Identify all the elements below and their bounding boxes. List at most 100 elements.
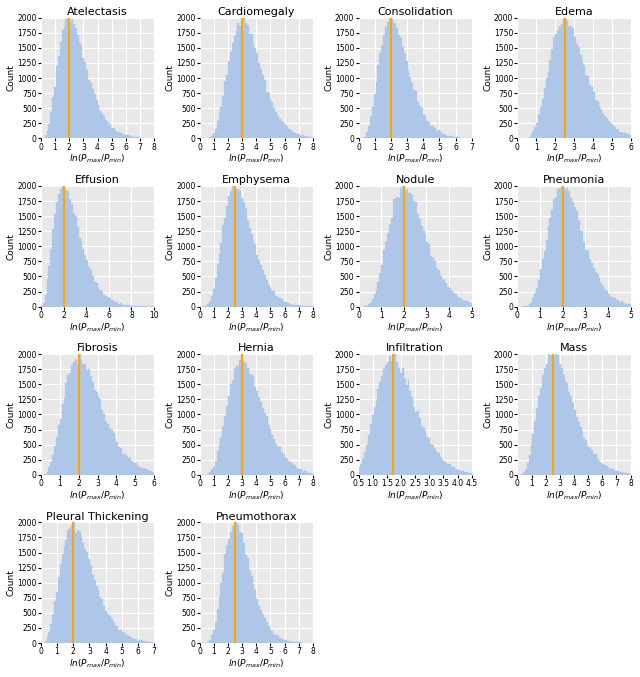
Bar <box>294 133 296 138</box>
Bar <box>73 24 75 138</box>
Bar <box>303 471 305 475</box>
Bar <box>606 291 608 307</box>
Bar <box>544 368 546 475</box>
Bar <box>368 305 370 307</box>
Bar <box>268 93 269 138</box>
Title: Mass: Mass <box>560 343 588 353</box>
Title: Pneumonia: Pneumonia <box>543 175 605 185</box>
Y-axis label: Count: Count <box>324 233 333 260</box>
Bar <box>84 255 86 307</box>
Bar <box>593 268 595 307</box>
Bar <box>303 137 305 138</box>
Bar <box>582 61 584 138</box>
Bar <box>525 469 527 475</box>
Bar <box>58 425 60 475</box>
Bar <box>553 198 555 307</box>
Bar <box>595 271 596 307</box>
Bar <box>598 106 600 138</box>
Bar <box>128 636 130 643</box>
Bar <box>563 188 564 307</box>
Bar <box>586 441 587 475</box>
Bar <box>220 437 222 475</box>
Bar <box>440 457 442 475</box>
Bar <box>584 242 586 307</box>
Bar <box>432 445 434 475</box>
Bar <box>273 290 275 307</box>
Bar <box>213 630 215 643</box>
Bar <box>258 63 260 138</box>
Bar <box>285 125 287 138</box>
Bar <box>444 280 445 307</box>
Bar <box>126 635 128 643</box>
Bar <box>591 263 593 307</box>
Bar <box>296 468 298 475</box>
Bar <box>610 123 612 138</box>
Bar <box>56 202 58 307</box>
Bar <box>449 288 451 307</box>
Bar <box>63 399 65 475</box>
Bar <box>99 290 101 307</box>
Bar <box>105 120 107 138</box>
Bar <box>253 241 255 307</box>
Bar <box>620 131 621 138</box>
Bar <box>428 244 430 307</box>
Bar <box>285 640 287 643</box>
Bar <box>557 355 559 475</box>
X-axis label: $ln(P_{max}/P_{min})$: $ln(P_{max}/P_{min})$ <box>546 489 602 502</box>
Bar <box>563 376 564 475</box>
Bar <box>99 399 101 475</box>
Bar <box>71 525 73 643</box>
Bar <box>412 196 413 307</box>
Bar <box>531 134 532 138</box>
Bar <box>398 368 400 475</box>
Bar <box>464 301 466 307</box>
Bar <box>145 468 147 475</box>
Bar <box>627 473 628 475</box>
Bar <box>213 133 215 138</box>
Bar <box>260 69 262 138</box>
Bar <box>107 123 109 138</box>
Bar <box>95 586 97 643</box>
Bar <box>378 282 380 307</box>
Bar <box>90 565 92 643</box>
Bar <box>226 546 228 643</box>
Bar <box>285 458 287 475</box>
Bar <box>408 71 410 138</box>
Bar <box>222 96 224 138</box>
Bar <box>130 137 131 138</box>
Bar <box>147 470 148 475</box>
Bar <box>587 445 589 475</box>
Bar <box>137 306 139 307</box>
Bar <box>81 45 83 138</box>
Bar <box>97 395 99 475</box>
Bar <box>88 369 90 475</box>
Bar <box>604 465 606 475</box>
Bar <box>257 53 258 138</box>
Bar <box>54 601 56 643</box>
Bar <box>269 629 271 643</box>
Bar <box>368 126 370 138</box>
Bar <box>548 226 549 307</box>
Bar <box>220 583 222 643</box>
Bar <box>408 193 410 307</box>
Bar <box>95 100 97 138</box>
Bar <box>118 630 120 643</box>
Bar <box>279 118 281 138</box>
Bar <box>468 302 470 307</box>
Bar <box>410 193 412 307</box>
Title: Pneumothorax: Pneumothorax <box>216 512 297 521</box>
Bar <box>95 391 97 475</box>
Bar <box>43 303 45 307</box>
Bar <box>376 290 378 307</box>
Bar <box>380 382 381 475</box>
Bar <box>113 128 115 138</box>
Bar <box>602 113 604 138</box>
Bar <box>271 102 273 138</box>
Bar <box>71 204 73 307</box>
Bar <box>422 114 424 138</box>
Title: Edema: Edema <box>555 7 593 17</box>
Bar <box>398 35 400 138</box>
Bar <box>621 301 623 307</box>
Bar <box>561 186 563 307</box>
Bar <box>566 383 568 475</box>
